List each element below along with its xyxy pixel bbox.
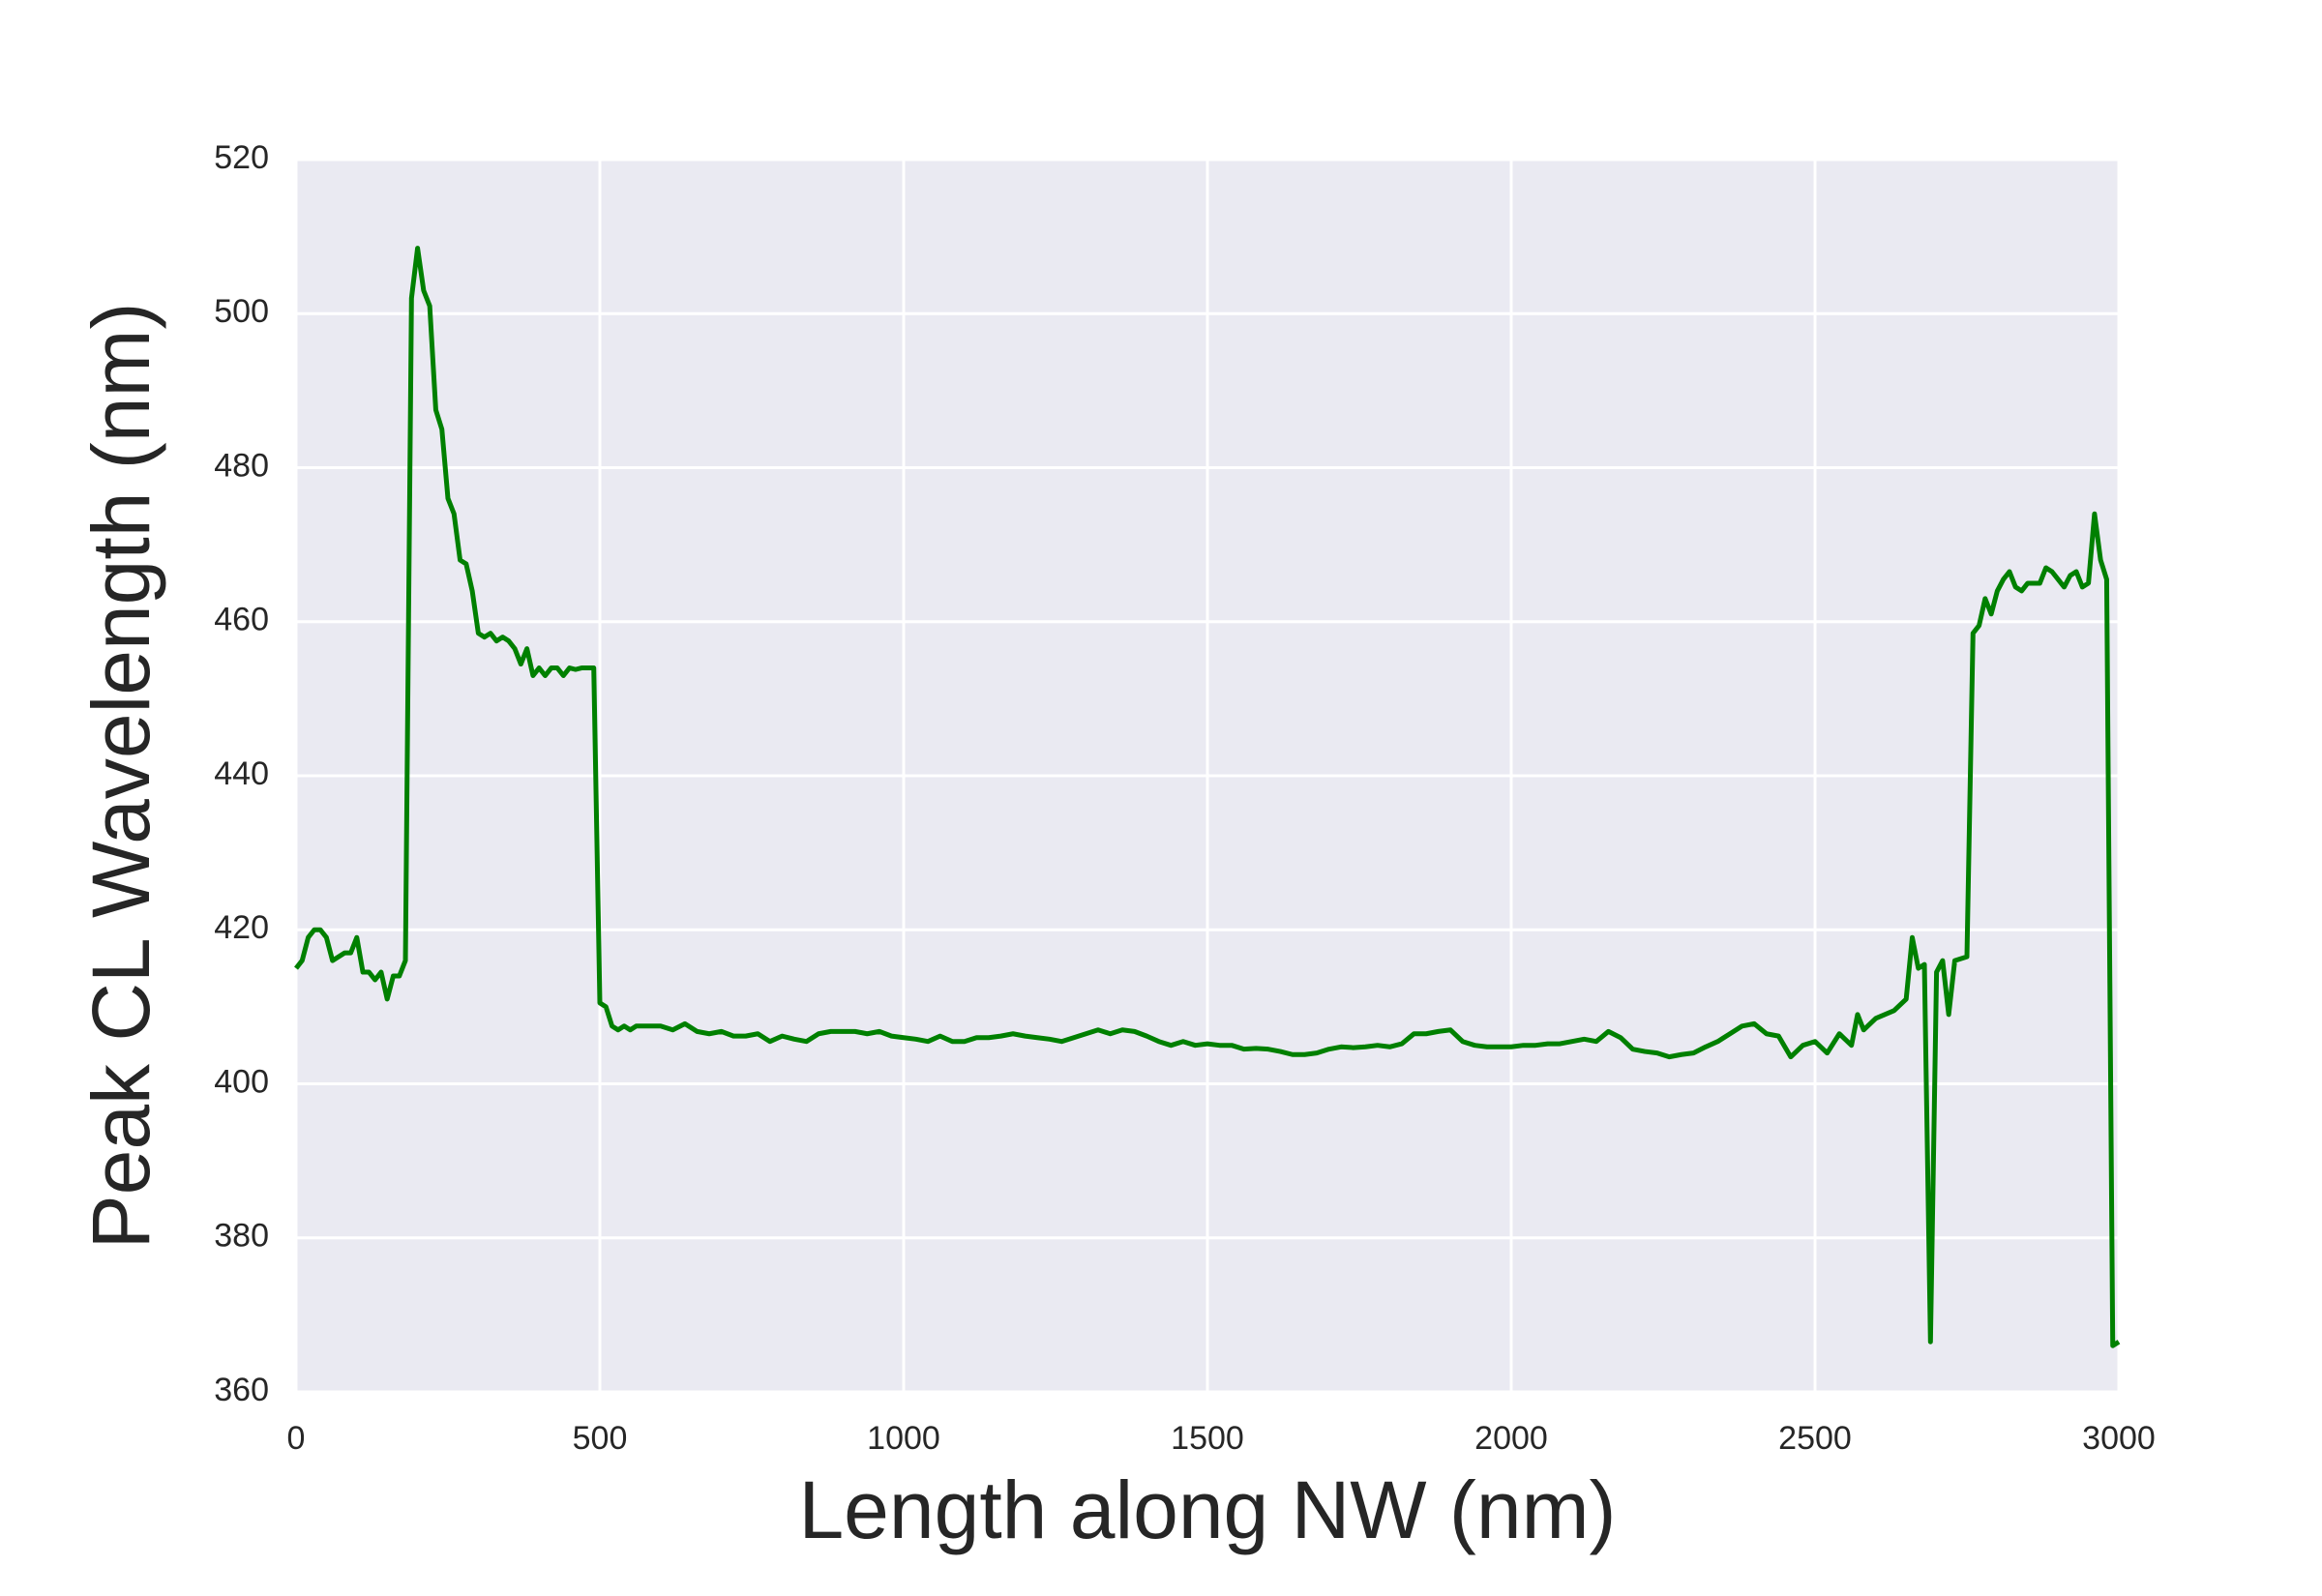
y-tick-label: 420 xyxy=(214,909,269,946)
y-tick-label: 360 xyxy=(214,1372,269,1408)
x-tick-label: 2000 xyxy=(1474,1420,1548,1457)
x-axis-label: Length along NW (nm) xyxy=(798,1464,1616,1555)
y-tick-label: 500 xyxy=(214,293,269,330)
y-tick-label: 480 xyxy=(214,447,269,484)
y-tick-label: 400 xyxy=(214,1063,269,1100)
data-line xyxy=(294,246,2121,1348)
x-tick-label: 500 xyxy=(573,1420,628,1457)
y-tick-label: 520 xyxy=(214,139,269,176)
y-axis-label: Peak CL Wavelength (nm) xyxy=(75,303,166,1250)
y-tick-label: 380 xyxy=(214,1218,269,1255)
x-tick-label: 2500 xyxy=(1778,1420,1852,1457)
x-tick-label: 1000 xyxy=(867,1420,940,1457)
x-tick-label: 1500 xyxy=(1171,1420,1244,1457)
y-tick-label: 460 xyxy=(214,602,269,638)
y-tick-label: 440 xyxy=(214,755,269,792)
x-tick-label: 3000 xyxy=(2082,1420,2156,1457)
x-tick-label: 0 xyxy=(287,1420,306,1457)
